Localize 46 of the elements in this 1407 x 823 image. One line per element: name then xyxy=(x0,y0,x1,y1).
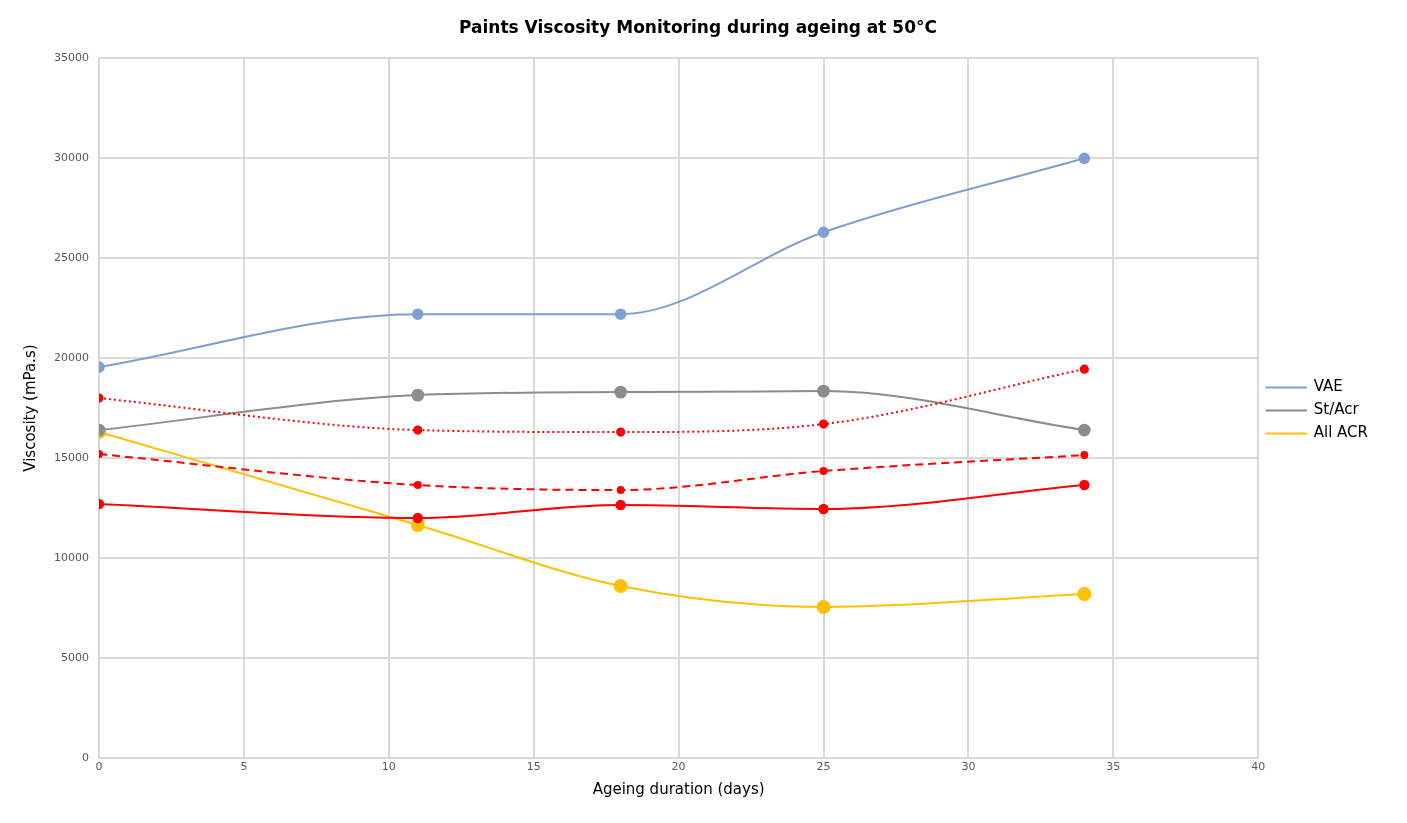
x-tick-label: 30 xyxy=(961,760,976,774)
y-axis-title: Viscosity (mPa.s) xyxy=(20,344,39,472)
y-tick-label: 0 xyxy=(81,750,89,764)
x-tick-label: 0 xyxy=(95,760,103,774)
point xyxy=(614,385,628,399)
x-tick-label: 25 xyxy=(816,760,831,774)
y-tick-label: 20000 xyxy=(53,351,89,364)
point xyxy=(411,308,424,320)
point xyxy=(1079,364,1089,374)
point xyxy=(614,308,627,320)
x-tick-label: 20 xyxy=(671,760,686,774)
point xyxy=(818,419,829,429)
point xyxy=(413,425,423,435)
x-tick-label: 5 xyxy=(240,760,248,774)
y-tick-label: 10000 xyxy=(53,550,89,564)
point xyxy=(1078,152,1091,165)
point xyxy=(616,486,625,495)
legend-label: St/Acr xyxy=(1313,400,1360,419)
legend-label: All ACR xyxy=(1313,423,1369,442)
y-tick-label: 25000 xyxy=(53,251,89,265)
y-tick-label: 35000 xyxy=(53,51,89,65)
point xyxy=(1077,423,1091,437)
point xyxy=(818,503,829,515)
y-tick-label: 5000 xyxy=(60,650,89,664)
point xyxy=(817,384,830,398)
y-tick-label: 15000 xyxy=(53,450,89,464)
point xyxy=(616,427,626,437)
point xyxy=(819,467,828,476)
point xyxy=(1077,586,1092,601)
point xyxy=(412,512,423,524)
point xyxy=(615,499,626,511)
point xyxy=(816,599,831,614)
point xyxy=(817,226,830,239)
legend-label: VAE xyxy=(1313,377,1343,396)
point xyxy=(1080,451,1089,460)
point xyxy=(1079,479,1090,491)
point xyxy=(413,481,422,490)
x-axis-title: Ageing duration (days) xyxy=(592,779,765,798)
chart-title: Paints Viscosity Monitoring during ageing at 50°C xyxy=(459,16,937,37)
x-tick-label: 40 xyxy=(1251,760,1266,774)
x-tick-label: 15 xyxy=(526,760,541,774)
x-tick-label: 10 xyxy=(381,760,396,774)
x-tick-label: 35 xyxy=(1106,760,1121,774)
point xyxy=(411,388,425,402)
y-tick-label: 30000 xyxy=(53,151,89,165)
point xyxy=(613,578,628,593)
